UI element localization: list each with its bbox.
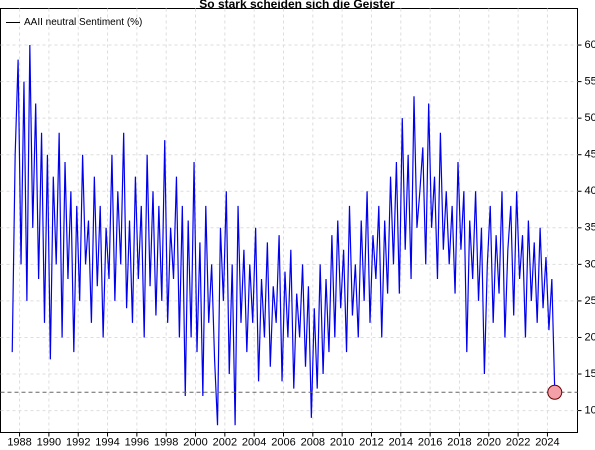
x-tick-label: 1994: [95, 436, 119, 448]
y-tick-label: 55: [585, 76, 595, 88]
y-tick-label: 15: [585, 368, 595, 380]
x-tick-label: 2012: [359, 436, 383, 448]
y-tick-label: 45: [585, 149, 595, 161]
plot-frame: [0, 8, 578, 433]
x-tick-label: 2022: [506, 436, 530, 448]
y-tick-label: 35: [585, 222, 595, 234]
y-tick-label: 50: [585, 112, 595, 124]
x-tick-label: 2016: [418, 436, 442, 448]
y-tick-label: 60: [585, 39, 595, 51]
x-tick-label: 2008: [301, 436, 325, 448]
x-tick-label: 2020: [477, 436, 501, 448]
x-tick-label: 2004: [242, 436, 266, 448]
y-tick-label: 40: [585, 185, 595, 197]
y-tick-label: 25: [585, 295, 595, 307]
y-tick-label: 10: [585, 404, 595, 416]
x-tick-label: 2010: [330, 436, 354, 448]
x-tick-label: 1988: [7, 436, 31, 448]
y-tick-label: 20: [585, 331, 595, 343]
x-tick-label: 2006: [271, 436, 295, 448]
x-tick-label: 2024: [535, 436, 559, 448]
chart-title: So stark scheiden sich die Geister: [199, 0, 395, 11]
x-tick-label: 1998: [154, 436, 178, 448]
x-tick-label: 2002: [213, 436, 237, 448]
x-tick-label: 1996: [125, 436, 149, 448]
x-tick-label: 1990: [37, 436, 61, 448]
last-point: [547, 384, 563, 400]
legend-label: AAII neutral Sentiment (%): [24, 17, 142, 28]
x-tick-label: 2014: [389, 436, 413, 448]
line: [11, 45, 556, 426]
x-tick-label: 1992: [66, 436, 90, 448]
y-tick-label: 30: [585, 258, 595, 270]
x-tick-label: 2018: [447, 436, 471, 448]
x-tick-label: 2000: [183, 436, 207, 448]
